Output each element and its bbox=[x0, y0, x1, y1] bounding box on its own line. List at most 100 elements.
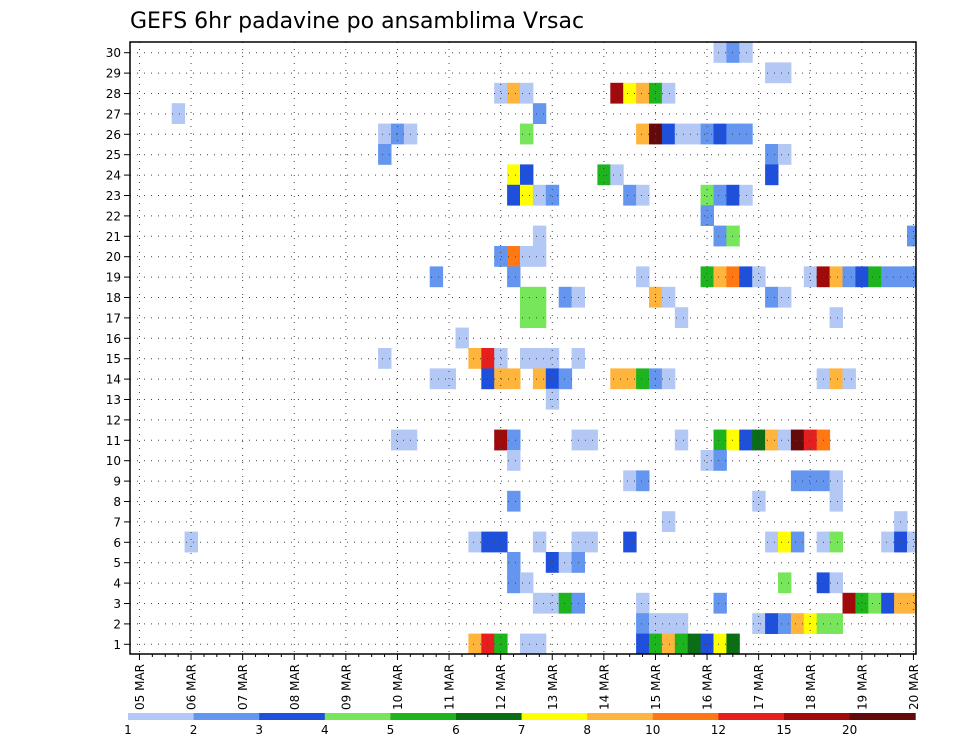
y-tick-label: 12 bbox=[106, 413, 121, 427]
heatmap-cell bbox=[507, 450, 521, 471]
heatmap-cell bbox=[532, 531, 547, 553]
heatmap-cell bbox=[532, 184, 547, 206]
heatmap-cell bbox=[700, 184, 714, 206]
heatmap-cell bbox=[907, 225, 916, 247]
y-tick-label: 10 bbox=[106, 454, 121, 468]
heatmap-cell bbox=[507, 429, 521, 451]
heatmap-cell bbox=[765, 429, 779, 451]
x-tick-label: 17 MAR bbox=[752, 664, 766, 710]
heatmap-cell bbox=[184, 531, 198, 553]
heatmap-cell bbox=[378, 348, 392, 369]
heatmap-cell bbox=[700, 266, 714, 288]
heatmap-cells bbox=[171, 42, 916, 655]
colorbar-label: 15 bbox=[776, 723, 791, 737]
heatmap-cell bbox=[171, 103, 186, 124]
y-tick-label: 15 bbox=[106, 352, 121, 366]
heatmap-cell bbox=[842, 368, 856, 390]
heatmap-cell bbox=[636, 470, 650, 492]
heatmap-cell bbox=[532, 103, 547, 124]
x-tick-label: 06 MAR bbox=[185, 664, 199, 710]
heatmap-cell bbox=[532, 246, 547, 267]
heatmap-cell bbox=[636, 368, 650, 390]
colorbar-label: 5 bbox=[387, 723, 395, 737]
y-tick-label: 21 bbox=[106, 230, 121, 244]
heatmap-cell bbox=[907, 592, 916, 614]
heatmap-cell bbox=[661, 368, 676, 390]
heatmap-cell bbox=[881, 592, 895, 614]
x-tick-label: 08 MAR bbox=[288, 664, 302, 710]
heatmap-cell bbox=[713, 592, 727, 614]
heatmap-cell bbox=[713, 266, 727, 288]
heatmap-cell bbox=[494, 348, 508, 369]
heatmap-cell bbox=[752, 429, 766, 451]
heatmap-cell bbox=[829, 613, 843, 634]
x-tick-label: 20 MAR bbox=[907, 664, 921, 710]
heatmap-cell bbox=[520, 286, 534, 308]
colorbar-swatch bbox=[784, 713, 851, 720]
heatmap-cell bbox=[778, 613, 792, 634]
heatmap-cell bbox=[842, 266, 856, 288]
heatmap-cell bbox=[378, 144, 392, 165]
heatmap-cell bbox=[610, 82, 624, 104]
heatmap-cell bbox=[778, 429, 792, 451]
heatmap-cell bbox=[803, 429, 818, 451]
colorbar-swatch bbox=[128, 713, 195, 720]
colorbar-label: 10 bbox=[645, 723, 660, 737]
heatmap-cell bbox=[623, 470, 637, 492]
heatmap-cell bbox=[778, 286, 792, 308]
heatmap-cell bbox=[520, 246, 534, 267]
heatmap-cell bbox=[455, 327, 469, 349]
heatmap-cell bbox=[532, 348, 547, 369]
heatmap-cell bbox=[545, 552, 560, 573]
heatmap-cell bbox=[778, 531, 792, 553]
x-tick-label: 10 MAR bbox=[391, 664, 405, 710]
heatmap-cell bbox=[661, 613, 676, 634]
heatmap-cell bbox=[868, 266, 882, 288]
heatmap-cell bbox=[726, 42, 740, 63]
heatmap-cell bbox=[468, 348, 482, 369]
heatmap-cell bbox=[520, 307, 534, 328]
heatmap-cell bbox=[507, 246, 521, 267]
x-tick-label: 12 MAR bbox=[494, 664, 508, 710]
colorbar-label: 20 bbox=[842, 723, 857, 737]
heatmap-cell bbox=[700, 205, 714, 226]
colorbar-swatch bbox=[390, 713, 457, 720]
heatmap-cell bbox=[558, 552, 573, 573]
heatmap-cell bbox=[700, 450, 714, 471]
heatmap-cell bbox=[790, 531, 805, 553]
heatmap-cell bbox=[623, 82, 637, 104]
heatmap-cell bbox=[752, 266, 766, 288]
heatmap-cell bbox=[494, 531, 508, 553]
heatmap-cell bbox=[765, 613, 779, 634]
heatmap-cell bbox=[468, 633, 482, 655]
y-tick-label: 24 bbox=[106, 169, 121, 183]
heatmap-cell bbox=[520, 184, 534, 206]
chart-title: GEFS 6hr padavine po ansamblima Vrsac bbox=[130, 9, 584, 34]
heatmap-cell bbox=[636, 266, 650, 288]
heatmap-cell bbox=[610, 368, 624, 390]
heatmap-cell bbox=[532, 225, 547, 247]
y-tick-label: 9 bbox=[113, 475, 121, 489]
heatmap-cell bbox=[636, 613, 650, 634]
y-tick-label: 6 bbox=[113, 536, 121, 550]
colorbar-label: 1 bbox=[124, 723, 132, 737]
x-tick-label: 14 MAR bbox=[597, 664, 611, 710]
y-tick-label: 4 bbox=[113, 577, 121, 591]
heatmap-cell bbox=[726, 184, 740, 206]
x-axis: 05 MAR 06 MAR 07 MAR 08 MAR 09 MAR 10 MAR 11 M… bbox=[133, 654, 921, 710]
colorbar-swatch bbox=[849, 713, 916, 720]
heatmap-cell bbox=[881, 531, 895, 553]
x-tick-label: 16 MAR bbox=[701, 664, 715, 710]
heatmap-cell bbox=[520, 348, 534, 369]
y-tick-label: 19 bbox=[106, 271, 121, 285]
heatmap-cell bbox=[636, 592, 650, 614]
heatmap-cell bbox=[597, 164, 611, 186]
y-tick-label: 7 bbox=[113, 515, 121, 529]
heatmap-cell bbox=[765, 286, 779, 308]
y-tick-label: 8 bbox=[113, 495, 121, 509]
x-tick-label: 09 MAR bbox=[339, 664, 353, 710]
heatmap-cell bbox=[520, 123, 534, 145]
heatmap-cell bbox=[829, 266, 843, 288]
x-tick-label: 07 MAR bbox=[236, 664, 250, 710]
